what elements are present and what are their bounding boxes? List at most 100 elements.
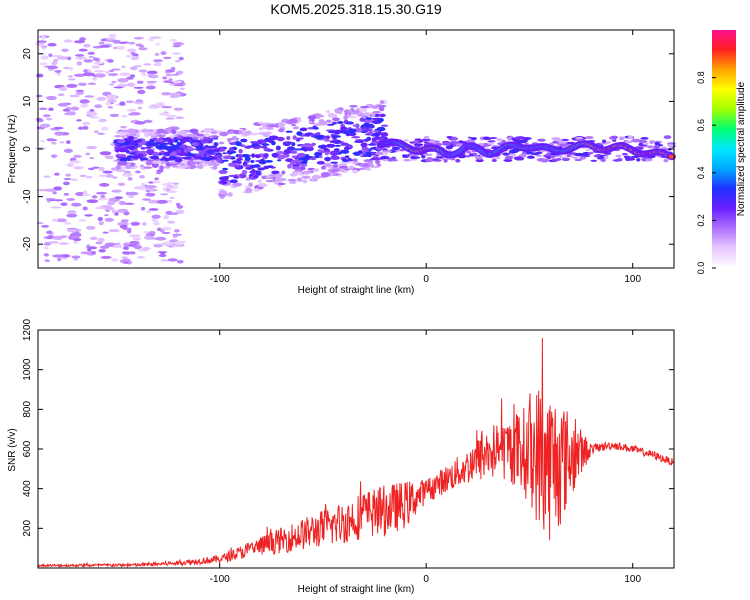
spectrogram-cell [294, 171, 303, 175]
spectrogram-cell [94, 104, 103, 109]
snr-xtick-label: -100 [210, 574, 230, 585]
spectrogram-cell [180, 140, 185, 144]
spectrogram-cell [326, 129, 336, 132]
spectrogram-cell [132, 237, 142, 241]
spectrogram-cell [179, 87, 185, 90]
spectrogram-cell [121, 256, 128, 259]
spectrogram-cell [68, 78, 76, 81]
spectrogram-cell [126, 82, 136, 87]
spectrogram-cell [116, 208, 129, 213]
spectrogram-cell [421, 154, 426, 159]
spectrogram-cell [121, 251, 131, 255]
spectrogram-cell [362, 127, 368, 132]
spectrogram-cell [233, 176, 238, 179]
spectrogram-cell [172, 234, 178, 238]
spectrogram-cell [367, 143, 376, 146]
spectrogram-cell [98, 118, 107, 123]
spectrogram-cell [376, 163, 382, 167]
spectrogram-cell [133, 186, 144, 190]
spectrogram-cell [603, 155, 609, 160]
spectrogram-xtick-label: 100 [624, 274, 641, 285]
spectrogram-cell [315, 135, 325, 140]
spectrogram-cell [104, 37, 116, 41]
spectrogram-cell [121, 173, 133, 177]
spectrogram-cell [165, 210, 173, 216]
spectrogram-cell [40, 45, 48, 48]
spectrogram-cell [63, 177, 72, 181]
spectrogram-cell [176, 260, 184, 264]
colorbar-gradient [712, 30, 736, 268]
spectrogram-cell [73, 166, 84, 170]
spectrogram-cell [100, 205, 112, 208]
spectrogram-cell [264, 147, 271, 151]
spectrogram-cell [181, 132, 189, 137]
spectrogram-cell [392, 146, 400, 150]
spectrogram-cell [304, 132, 311, 137]
spectrogram-cell [160, 160, 167, 164]
spectrogram-cell [164, 71, 171, 74]
spectrogram-cell [156, 102, 165, 105]
spectrogram-cell [87, 248, 92, 252]
spectrogram-cell [646, 145, 654, 149]
spectrogram-cell [338, 165, 349, 169]
spectrogram-cell [187, 133, 197, 138]
spectrogram-cell [119, 224, 128, 229]
spectrogram-cell [71, 178, 78, 182]
spectrogram-cell [296, 137, 304, 140]
spectrogram-cell [151, 214, 161, 219]
spectrogram-cell [145, 146, 152, 149]
spectrogram-cell [554, 138, 563, 142]
spectrogram-cell [296, 177, 303, 182]
spectrogram-cell [98, 249, 106, 253]
spectrogram-cell [521, 152, 527, 155]
spectrogram-cell [178, 56, 184, 61]
spectrogram-cell [241, 169, 248, 175]
spectrogram-cell [213, 142, 219, 147]
spectrogram-cell [122, 246, 130, 250]
spectrogram-cell [422, 153, 433, 156]
spectrogram-cell [126, 76, 134, 80]
snr-xtick-label: 0 [423, 574, 429, 585]
spectrogram-cell [111, 258, 119, 262]
spectrogram-cell [245, 187, 253, 193]
spectrogram-cell [143, 231, 150, 234]
spectrogram-cell [587, 151, 594, 155]
spectrogram-cell [458, 140, 464, 144]
spectrogram-cell [133, 36, 144, 40]
spectrogram-ytick-label: 10 [22, 95, 33, 107]
spectrogram-cell [323, 147, 329, 151]
spectrogram-cell [134, 121, 146, 125]
spectrogram-cell [114, 169, 126, 172]
spectrogram-cell [602, 139, 607, 143]
spectrogram-cell [549, 142, 555, 146]
spectrogram-cell [135, 99, 143, 103]
spectrogram-cell [116, 45, 126, 50]
spectrogram-cell [75, 90, 85, 96]
spectrogram-cell [155, 103, 166, 107]
spectrogram-cell [375, 159, 381, 165]
spectrogram-cell [47, 42, 57, 47]
spectrogram-cell [251, 168, 256, 174]
spectrogram-cell [210, 166, 217, 169]
spectrogram-ytick-label: 0 [22, 146, 33, 152]
spectrogram-cell [227, 137, 232, 143]
spectrogram-cell [327, 113, 338, 118]
spectrogram-cell [100, 194, 106, 199]
spectrogram-cell [352, 169, 359, 174]
spectrogram-cell [257, 167, 266, 171]
spectrogram-cell [154, 236, 167, 241]
spectrogram-cell [173, 83, 185, 87]
spectrogram-cell [80, 103, 89, 108]
spectrogram-cell [649, 140, 654, 145]
spectrogram-cell [244, 164, 251, 168]
spectrogram-cell [403, 139, 409, 142]
spectrogram-cell [104, 214, 109, 217]
spectrogram-cell [475, 158, 484, 163]
spectrogram-cell [253, 188, 261, 192]
spectrogram-cell [169, 38, 178, 42]
spectrogram-cell [58, 86, 68, 92]
spectrogram-cell [373, 157, 378, 160]
spectrogram-cell [48, 53, 53, 57]
spectrogram-cell [372, 132, 381, 137]
spectrogram-cell [299, 127, 308, 132]
